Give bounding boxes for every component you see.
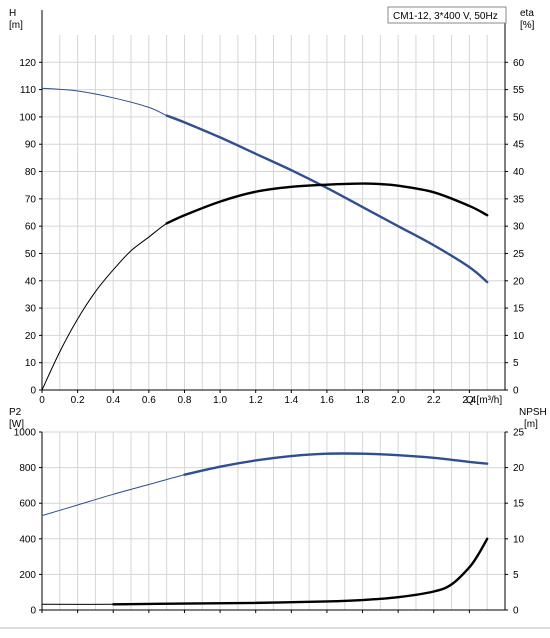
left-tick-label: 800 <box>19 463 36 474</box>
x-tick-label: 1.2 <box>249 395 263 406</box>
x-tick-label: 0.2 <box>71 395 85 406</box>
right-tick-label: 15 <box>513 304 525 315</box>
right-tick-label: 20 <box>513 276 525 287</box>
right-tick-label: 5 <box>513 358 519 369</box>
x-tick-label: 1.8 <box>356 395 370 406</box>
right-tick-label: 30 <box>513 222 525 233</box>
left-tick-label: 1000 <box>14 428 37 439</box>
title-box-text: CM1-12, 3*400 V, 50Hz <box>393 11 498 22</box>
right-tick-label: 55 <box>513 85 525 96</box>
right-tick-label: 0 <box>513 606 519 617</box>
left-tick-label: 110 <box>20 85 36 96</box>
right-tick-label: 25 <box>513 249 525 260</box>
left-tick-label: 60 <box>25 222 37 233</box>
left-tick-label: 80 <box>25 167 37 178</box>
x-axis-label: Q [m³/h] <box>466 395 502 406</box>
x-tick-label: 1.6 <box>320 395 334 406</box>
bottom-left-axis-title: P2 <box>9 407 22 418</box>
top-left-axis-unit: [m] <box>9 20 23 31</box>
left-tick-label: 40 <box>25 276 37 287</box>
frame-layer <box>0 10 550 629</box>
right-tick-label: 45 <box>513 140 525 151</box>
curve-bold-series-0 <box>165 114 489 284</box>
left-tick-label: 600 <box>19 499 36 510</box>
left-tick-label: 100 <box>19 112 36 123</box>
x-tick-label: 0.8 <box>178 395 192 406</box>
bottom-right-axis-title: NPSH <box>519 407 547 418</box>
grid-layer <box>42 35 506 610</box>
left-tick-label: 30 <box>25 304 37 315</box>
left-tick-label: 10 <box>25 358 37 369</box>
top-right-axis-title: eta <box>520 8 534 19</box>
left-tick-label: 200 <box>19 570 36 581</box>
right-tick-label: 35 <box>513 194 525 205</box>
bottom-right-axis-unit: [m] <box>524 419 538 430</box>
right-tick-label: 40 <box>513 167 525 178</box>
left-tick-label: 50 <box>25 249 37 260</box>
right-tick-label: 50 <box>513 112 525 123</box>
top-right-axis-unit: [%] <box>520 20 535 31</box>
left-tick-label: 20 <box>25 331 37 342</box>
right-tick-label: 0 <box>513 386 519 397</box>
right-tick-label: 20 <box>513 463 525 474</box>
left-tick-label: 120 <box>19 58 36 69</box>
right-tick-label: 60 <box>513 58 525 69</box>
bottom-left-axis-unit: [W] <box>9 419 24 430</box>
curve-bold-series-0 <box>183 452 489 476</box>
curve-bold-series-1 <box>112 537 489 606</box>
x-tick-label: 1.0 <box>213 395 227 406</box>
x-tick-label: 2.4 <box>462 395 476 406</box>
top-left-axis-title: H <box>9 8 16 19</box>
left-tick-label: 400 <box>19 534 36 545</box>
curve-bold-series-1 <box>165 182 489 225</box>
right-tick-label: 10 <box>513 331 525 342</box>
right-tick-label: 25 <box>513 428 525 439</box>
right-tick-label: 15 <box>513 499 525 510</box>
curve-layer <box>41 87 489 606</box>
label-layer: H [m] eta [%] Q [m³/h] P2 [W] NPSH [m] C… <box>9 6 547 430</box>
left-tick-label: 90 <box>25 140 37 151</box>
left-tick-label: 70 <box>25 194 37 205</box>
tick-layer: 0102030405060708090100110120051015202530… <box>14 58 525 617</box>
x-tick-label: 0.6 <box>142 395 156 406</box>
x-tick-label: 0 <box>39 395 45 406</box>
x-tick-label: 0.4 <box>106 395 120 406</box>
x-tick-label: 1.4 <box>284 395 298 406</box>
right-tick-label: 5 <box>513 570 519 581</box>
right-tick-label: 10 <box>513 534 525 545</box>
left-tick-label: 0 <box>30 606 36 617</box>
title-box-frame <box>387 6 507 24</box>
x-tick-label: 2.2 <box>427 395 441 406</box>
left-tick-label: 0 <box>30 386 36 397</box>
x-tick-label: 2.0 <box>391 395 405 406</box>
